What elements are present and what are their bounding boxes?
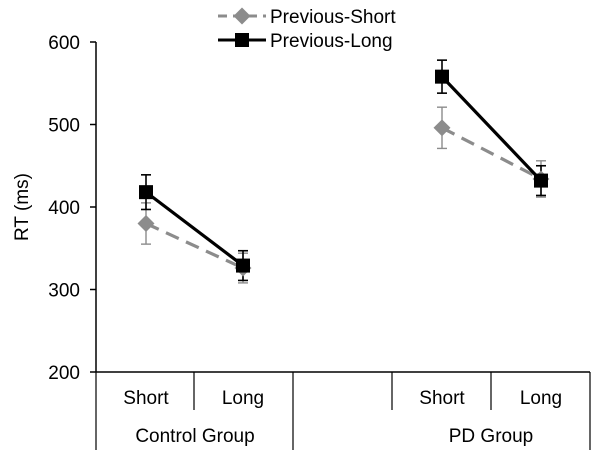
data-point-previous-short: [433, 119, 451, 137]
y-axis-title: RT (ms): [12, 173, 33, 241]
group-label-control: Control Group: [135, 426, 254, 447]
data-point-previous-long: [139, 185, 153, 200]
legend-item-previous-long: Previous-Long: [218, 31, 393, 52]
series-line-previous-short: [441, 126, 542, 181]
plot-area: [137, 59, 550, 284]
data-point-previous-long: [236, 258, 250, 273]
y-tick-label: 600: [48, 33, 80, 54]
legend-item-previous-short: Previous-Short: [218, 7, 396, 28]
legend: Previous-Short Previous-Long: [218, 7, 396, 52]
y-tick-label: 400: [48, 198, 80, 219]
series-line-previous-long: [145, 190, 244, 267]
legend-label-previous-long: Previous-Long: [270, 31, 393, 52]
y-tick-label: 300: [48, 281, 80, 302]
data-point-previous-long: [534, 173, 548, 188]
y-ticks: 200 300 400 500 600: [48, 33, 96, 384]
legend-label-previous-short: Previous-Short: [270, 7, 396, 28]
category-label-pd-short: Short: [419, 388, 465, 409]
legend-marker-previous-short: [233, 7, 251, 25]
data-point-previous-short: [137, 215, 155, 232]
series-line-previous-short: [145, 222, 244, 270]
category-label-pd-long: Long: [520, 388, 562, 409]
x-categories: Short Long Short Long Control Group PD G…: [95, 372, 591, 450]
series-line-previous-long: [440, 75, 543, 182]
y-tick-label: 500: [48, 116, 80, 137]
y-tick-label: 200: [48, 363, 80, 384]
category-label-control-long: Long: [222, 388, 264, 409]
data-point-previous-long: [435, 69, 449, 84]
axes: RT (ms): [12, 42, 590, 373]
category-label-control-short: Short: [123, 388, 169, 409]
legend-marker-previous-long: [235, 33, 249, 47]
group-label-pd: PD Group: [449, 426, 533, 447]
